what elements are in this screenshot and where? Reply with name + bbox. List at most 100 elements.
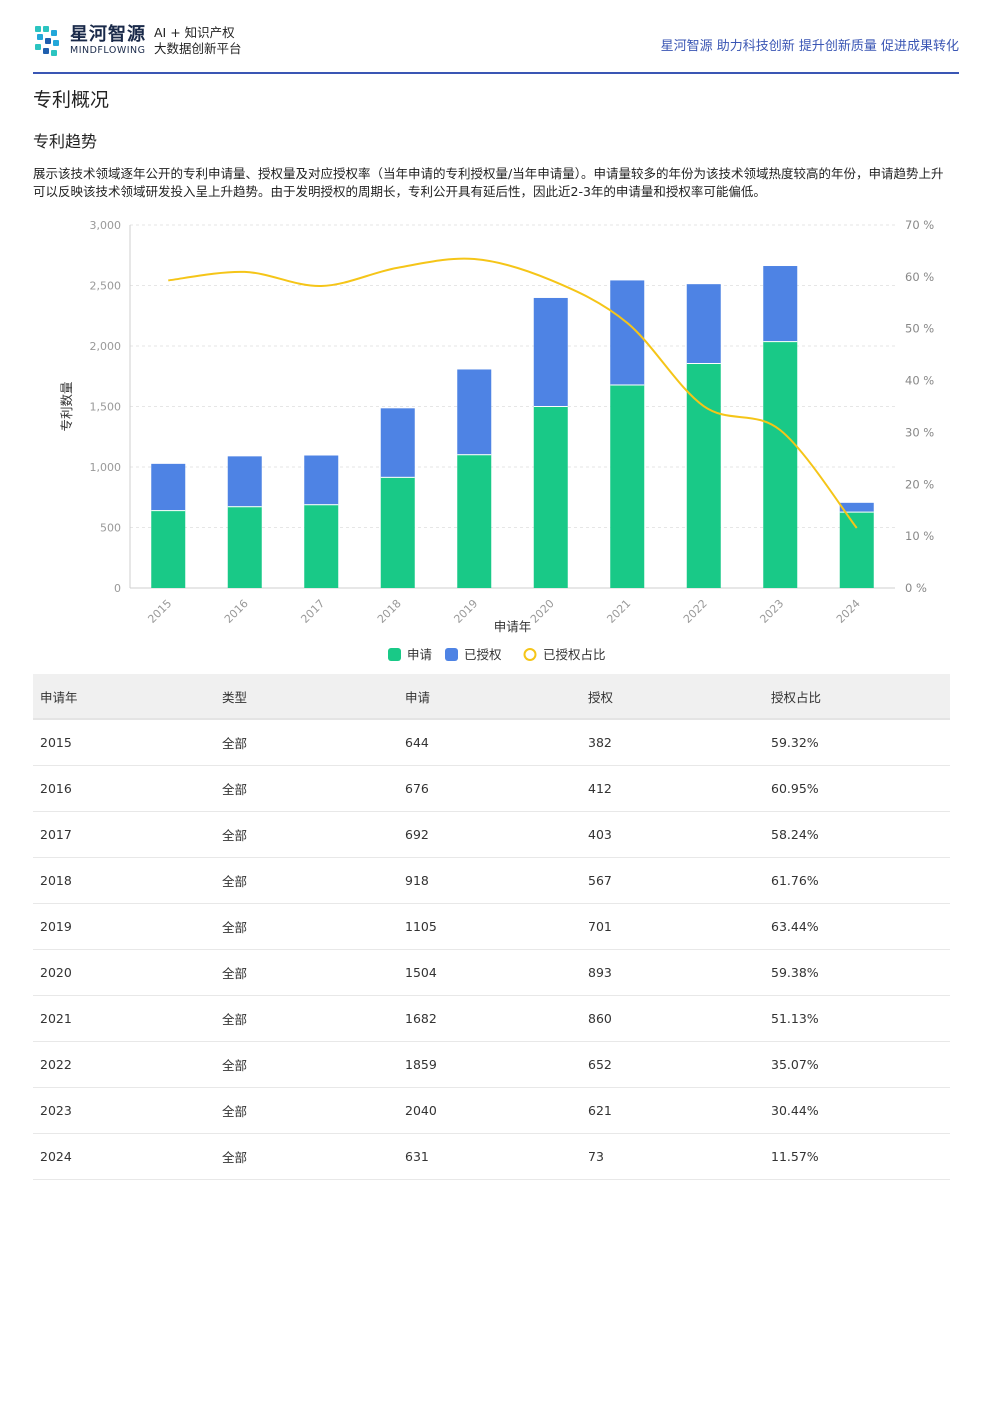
table-cell: 全部 (222, 874, 248, 889)
bar-apply-2022 (686, 363, 721, 588)
logo: 星河智源 MINDFLOWING AI + 知识产权 大数据创新平台 (33, 24, 242, 58)
x-tick-label: 2015 (145, 597, 174, 626)
y-tick-label: 500 (100, 522, 121, 535)
patent-trend-table: 申请年 类型 申请 授权 授权占比 2015 全部 644 382 59.32% 2016 全部 676… (33, 674, 950, 1180)
table-cell: 567 (588, 873, 612, 888)
table-cell: 63.44% (771, 919, 819, 934)
bar-granted-2023 (763, 266, 798, 342)
bar-granted-2017 (304, 455, 339, 505)
table-header-cell: 类型 (222, 689, 248, 705)
table-cell: 1682 (405, 1011, 437, 1026)
table-row: 2016 全部 676 412 60.95% (33, 766, 950, 812)
table-cell: 全部 (222, 1104, 248, 1119)
table-header-row: 申请年 类型 申请 授权 授权占比 (33, 674, 950, 720)
table-cell: 631 (405, 1149, 429, 1164)
y2-tick-label: 60 % (905, 270, 934, 284)
bar-granted-2021 (610, 280, 645, 385)
table-cell: 35.07% (771, 1057, 819, 1072)
y2-tick-label: 50 % (905, 322, 934, 336)
y2-tick-label: 20 % (905, 477, 934, 491)
y-tick-label: 2,000 (90, 340, 122, 353)
header-slogan: 星河智源 助力科技创新 提升创新质量 促进成果转化 (660, 39, 959, 54)
rate-line (168, 257, 858, 529)
x-tick-label: 2024 (834, 597, 863, 626)
table-cell: 58.24% (771, 827, 819, 842)
y-tick-label: 3,000 (90, 219, 122, 232)
bar-granted-2015 (151, 463, 186, 511)
table-cell: 692 (405, 827, 429, 842)
table-cell: 2040 (405, 1103, 437, 1118)
tagline-line-1: AI + 知识产权 (154, 25, 235, 40)
table-row: 2015 全部 644 382 59.32% (33, 720, 950, 766)
table-cell: 11.57% (771, 1149, 819, 1164)
table-cell: 412 (588, 781, 612, 796)
patent-trend-chart: 0 500 1,000 1,500 2,000 2,500 3,000 0 % 10 % 20 %… (59, 218, 934, 662)
legend-granted-swatch (445, 648, 458, 661)
x-tick-label: 2023 (757, 597, 786, 626)
bar-apply-2015 (151, 510, 186, 588)
table-row: 2021 全部 1682 860 51.13% (33, 996, 950, 1042)
y-tick-label: 1,000 (90, 461, 122, 474)
table-cell: 全部 (222, 1058, 248, 1073)
bar-granted-2024 (839, 502, 874, 512)
table-cell: 全部 (222, 736, 248, 751)
table-cell: 2022 (40, 1057, 72, 1072)
page-title: 专利概况 (33, 89, 110, 111)
bar-apply-2021 (610, 384, 645, 588)
table-cell: 621 (588, 1103, 612, 1118)
bar-apply-2020 (533, 406, 568, 588)
bar-apply-2017 (304, 504, 339, 588)
x-tick-label: 2020 (528, 597, 557, 626)
table-header-cell: 授权占比 (771, 689, 822, 705)
bar-apply-2023 (763, 341, 798, 588)
table-cell: 59.32% (771, 735, 819, 750)
table-cell: 1504 (405, 965, 437, 980)
table-header-cell: 授权 (588, 689, 614, 705)
x-tick-label: 2018 (375, 597, 404, 626)
table-cell: 51.13% (771, 1011, 819, 1026)
table-row: 2019 全部 1105 701 63.44% (33, 904, 950, 950)
table-header-cell: 申请年 (40, 689, 78, 705)
x-tick-label: 2017 (298, 597, 327, 626)
table-cell: 2023 (40, 1103, 72, 1118)
table-cell: 1859 (405, 1057, 437, 1072)
x-tick-label: 2022 (681, 597, 710, 626)
table-cell: 61.76% (771, 873, 819, 888)
legend-apply-swatch (388, 648, 401, 661)
table-cell: 2020 (40, 965, 72, 980)
y2-tick-label: 10 % (905, 529, 934, 543)
table-cell: 2018 (40, 873, 72, 888)
y-tick-label: 2,500 (90, 280, 122, 293)
table-cell: 2016 (40, 781, 72, 796)
table-cell: 2024 (40, 1149, 72, 1164)
bar-granted-2020 (533, 297, 568, 407)
table-row: 2023 全部 2040 621 30.44% (33, 1088, 950, 1134)
bar-apply-2018 (380, 476, 415, 588)
legend-rate-swatch (523, 648, 537, 661)
y2-tick-label: 0 % (905, 581, 927, 595)
table-cell: 60.95% (771, 781, 819, 796)
table-cell: 644 (405, 735, 429, 750)
logo-chinese-name: 星河智源 (70, 24, 146, 45)
bar-granted-2019 (457, 369, 492, 455)
table-cell: 全部 (222, 828, 248, 843)
y2-tick-label: 30 % (905, 425, 934, 439)
y-tick-label: 0 (114, 582, 121, 595)
table-row: 2020 全部 1504 893 59.38% (33, 950, 950, 996)
table-cell: 652 (588, 1057, 612, 1072)
table-cell: 全部 (222, 1012, 248, 1027)
table-cell: 893 (588, 965, 612, 980)
table-cell: 全部 (222, 782, 248, 797)
x-tick-label: 2021 (604, 597, 633, 626)
y2-tick-label: 70 % (905, 218, 934, 232)
x-axis-title: 申请年 (494, 619, 532, 634)
bar-apply-2019 (457, 454, 492, 588)
table-row: 2022 全部 1859 652 35.07% (33, 1042, 950, 1088)
table-cell: 2017 (40, 827, 72, 842)
page-header: 星河智源 MINDFLOWING AI + 知识产权 大数据创新平台 星河智源 … (33, 22, 959, 74)
table-cell: 全部 (222, 1150, 248, 1165)
table-cell: 全部 (222, 920, 248, 935)
table-cell: 382 (588, 735, 612, 750)
table-cell: 2019 (40, 919, 72, 934)
table-cell: 1105 (405, 919, 437, 934)
